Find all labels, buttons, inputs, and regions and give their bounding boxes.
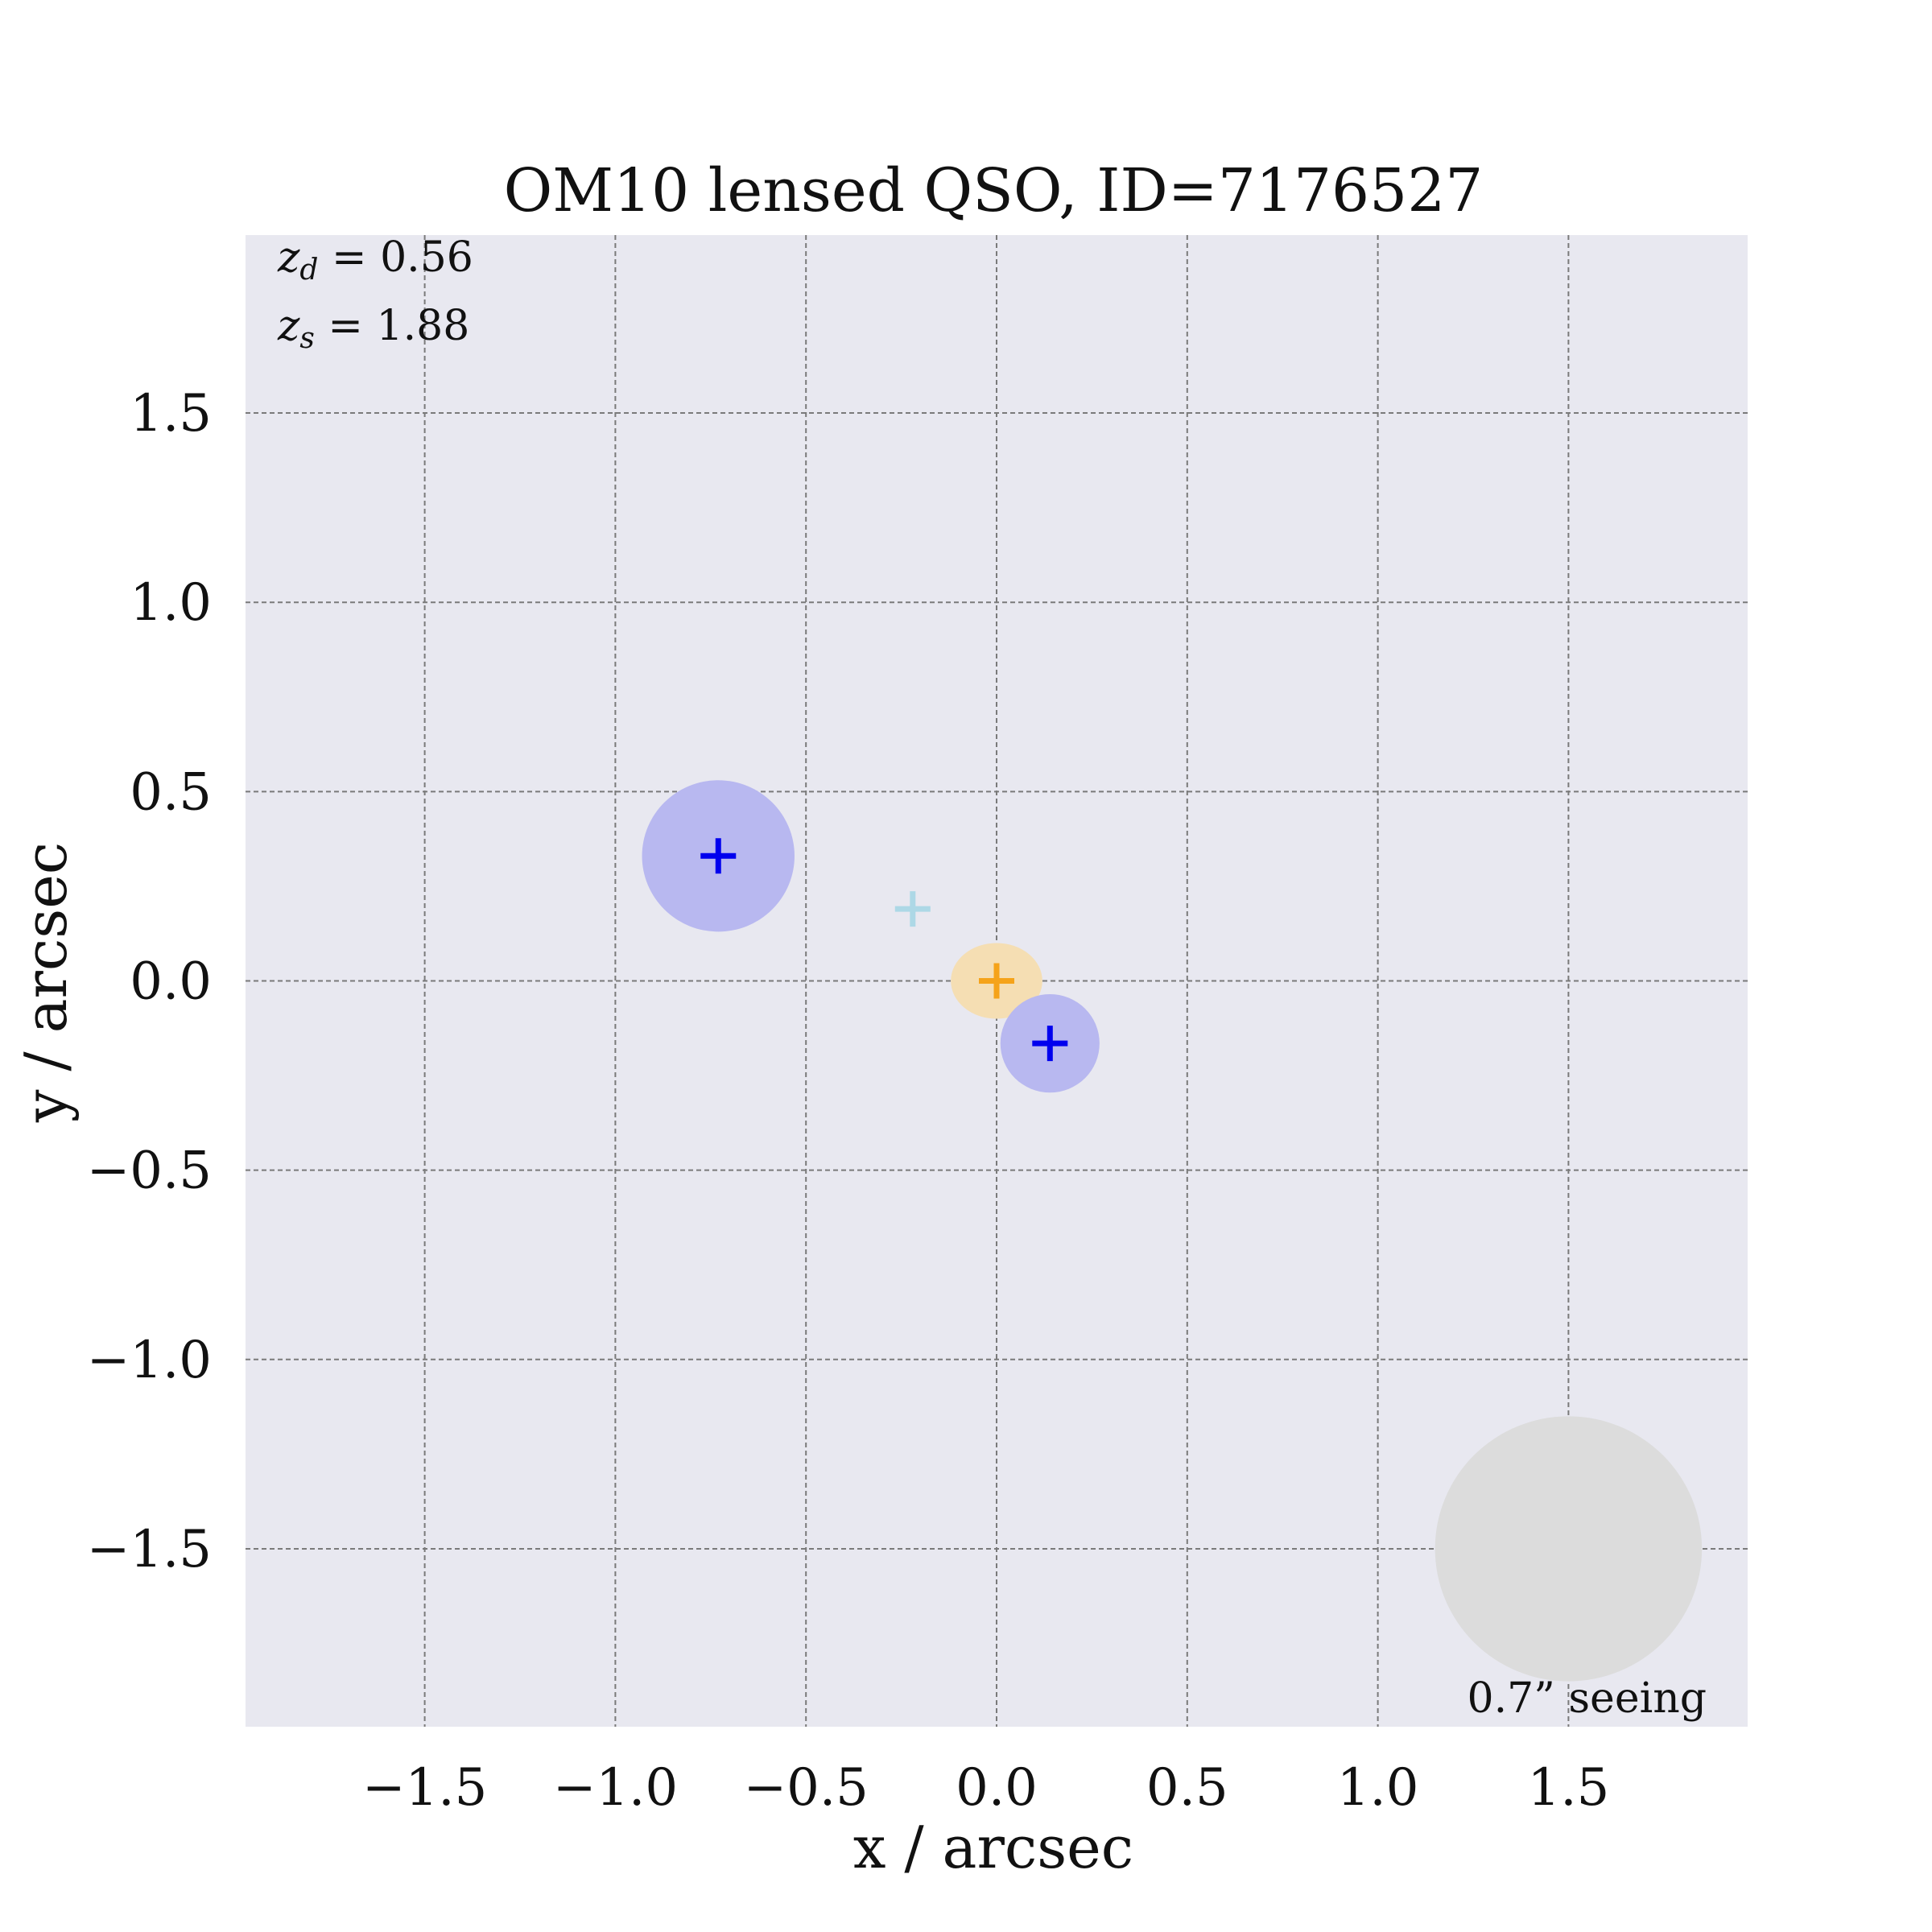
x-tick-label: 1.5 <box>1528 1758 1610 1818</box>
x-axis-label: x / arcsec <box>853 1814 1133 1881</box>
x-tick-label: 0.5 <box>1146 1758 1228 1818</box>
seeing-annotation: 0.7” seeing <box>1468 1674 1707 1723</box>
y-tick-label: −0.5 <box>87 1141 212 1201</box>
marks <box>642 780 1703 1682</box>
x-tick-label: −0.5 <box>743 1758 868 1818</box>
x-tick-label: −1.5 <box>362 1758 487 1818</box>
x-tick-label: 0.0 <box>956 1758 1038 1818</box>
image-marker-2 <box>1032 1026 1068 1062</box>
y-tick-label: −1.5 <box>87 1520 212 1579</box>
y-tick-label: 0.0 <box>130 952 212 1012</box>
chart-title: OM10 lensed QSO, ID=7176527 <box>504 156 1484 225</box>
tick-labels: −1.5 −1.0 −0.5 0.0 0.5 1.0 1.5 −1.5 −1.0 −0.5 0.0 0… <box>87 384 1610 1818</box>
source-marker <box>894 891 931 927</box>
y-tick-label: −1.0 <box>87 1331 212 1390</box>
redshift-source-annotation: zs = 1.88 <box>277 302 469 355</box>
image-marker-1 <box>700 838 737 874</box>
seeing-disk <box>1435 1416 1703 1682</box>
lens-marker <box>979 963 1014 999</box>
y-axis-label: y / arcsec <box>12 842 80 1123</box>
y-tick-label: 1.0 <box>130 573 212 633</box>
redshift-lens-annotation: zd = 0.56 <box>277 233 473 287</box>
y-tick-label: 1.5 <box>130 384 212 444</box>
y-tick-label: 0.5 <box>130 762 212 822</box>
x-tick-label: 1.0 <box>1337 1758 1419 1818</box>
x-tick-label: −1.0 <box>553 1758 678 1818</box>
